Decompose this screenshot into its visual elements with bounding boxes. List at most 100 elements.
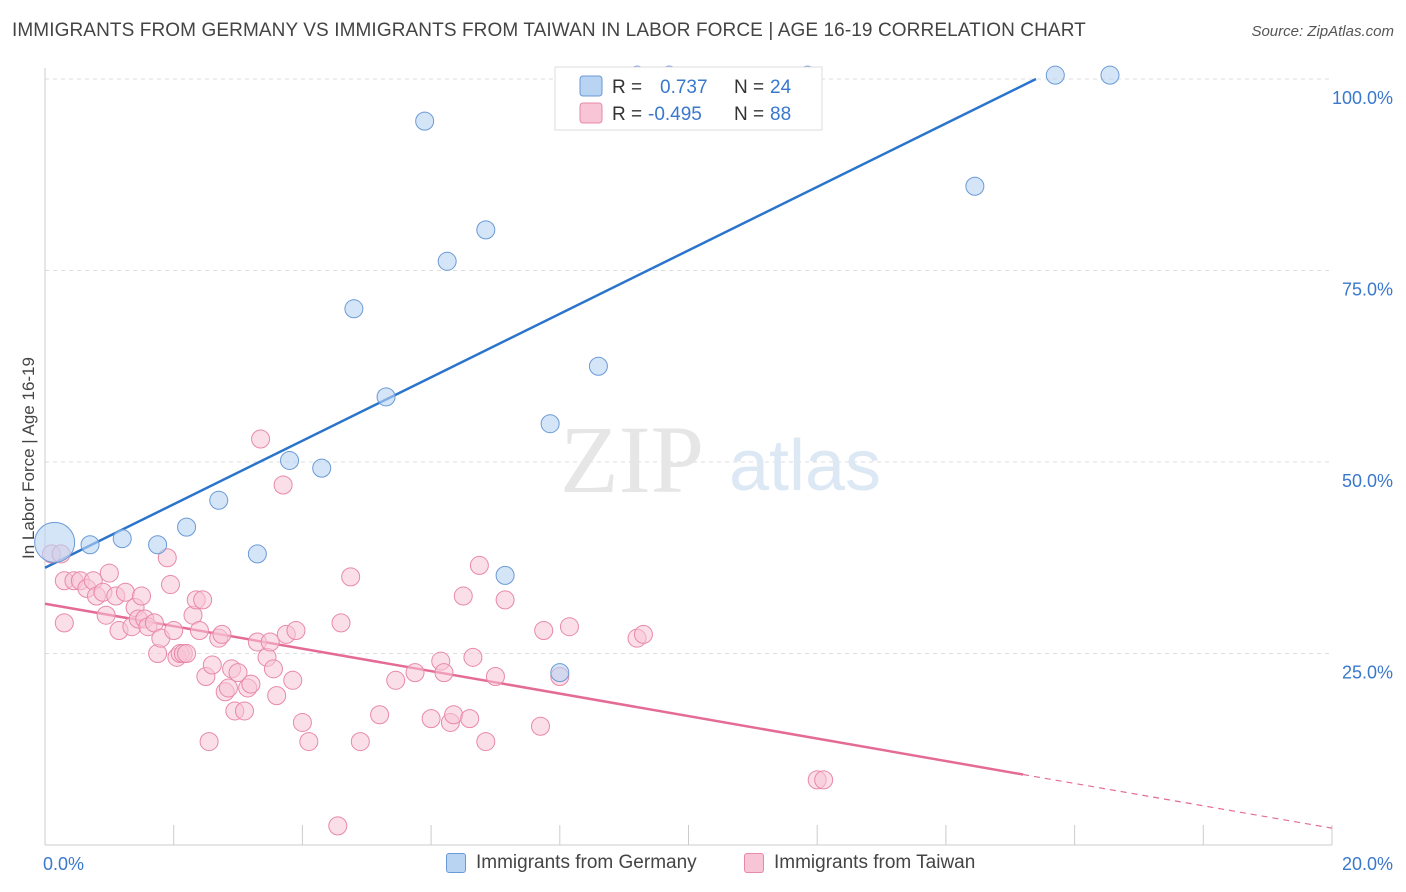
germany-point [177,517,197,537]
taiwan-point [228,663,248,683]
taiwan-point [283,670,303,690]
taiwan-point [202,655,222,675]
taiwan-point [460,709,480,729]
watermark-atlas: atlas [729,426,881,506]
taiwan-point [199,732,219,752]
germany-point [1100,65,1120,85]
taiwan-point [132,586,152,606]
taiwan-n-value: 88 [770,104,791,125]
x-tick-labels: 0.0% 20.0% [43,854,1393,874]
germany-point [344,299,364,319]
taiwan-point [99,563,119,583]
taiwan-point [386,670,406,690]
taiwan-point [96,605,116,625]
taiwan-r-label: R = [612,104,642,125]
germany-n-label: N = [734,77,764,98]
taiwan-swatch [579,102,603,124]
taiwan-point [633,624,653,644]
taiwan-point [370,705,390,725]
germany-point [495,565,515,585]
germany-point [476,220,496,240]
taiwan-r-value: -0.495 [648,104,702,125]
legend-label-germany: Immigrants from Germany [476,852,697,873]
taiwan-point [160,575,180,595]
germany-point [112,529,132,549]
y-tick-label: 25.0% [1342,663,1393,683]
taiwan-point [453,586,473,606]
y-tick-labels: 25.0% 50.0% 75.0% 100.0% [1332,88,1393,683]
germany-point [247,544,267,564]
taiwan-point [263,659,283,679]
legend-swatch-taiwan [744,853,764,873]
germany-n-value: 24 [770,77,792,98]
germany-trend-line [44,77,1037,569]
stats-legend: R = 0.737 N = 24 R = -0.495 N = 88 [554,66,823,131]
taiwan-point [157,548,177,568]
taiwan-point [241,674,261,694]
taiwan-point [463,647,483,667]
y-tick-label: 50.0% [1342,471,1393,491]
taiwan-point [267,686,287,706]
watermark-zip: ZIP [560,406,704,513]
legend-item-taiwan: Immigrants from Taiwan [744,852,975,874]
source-credit: Source: ZipAtlas.com [1251,23,1394,40]
zipatlas-watermark: ZIP atlas [560,406,881,513]
taiwan-point [485,666,505,686]
taiwan-point [341,567,361,587]
taiwan-point [260,632,280,652]
chart-title: IMMIGRANTS FROM GERMANY VS IMMIGRANTS FR… [12,20,1086,41]
y-tick-label: 75.0% [1342,280,1393,300]
germany-r-value: 0.737 [660,77,708,98]
germany-point [1045,65,1065,85]
taiwan-point [328,816,348,836]
germany-swatch [579,75,603,97]
taiwan-point [164,621,184,641]
taiwan-point [559,617,579,637]
taiwan-point [193,590,213,610]
taiwan-point [115,582,135,602]
germany-r-label: R = [612,77,642,98]
x-tick-label: 0.0% [43,854,84,874]
taiwan-point [234,701,254,721]
taiwan-point [177,644,197,663]
taiwan-point [530,716,550,736]
taiwan-trend-extension [1023,773,1333,829]
bottom-legend: Immigrants from Germany Immigrants from … [0,852,1406,878]
y-axis-label: In Labor Force | Age 16-19 [19,357,38,559]
taiwan-point [54,613,74,633]
germany-point [148,535,168,555]
taiwan-point [286,621,306,641]
germany-point [415,111,435,131]
germany-point [437,251,457,271]
taiwan-point [212,624,232,644]
germany-point [965,176,985,196]
taiwan-point [292,712,312,732]
germany-point [34,521,76,563]
axes [44,68,1333,846]
taiwan-point [299,732,319,752]
legend-item-germany: Immigrants from Germany [446,852,697,874]
y-tick-label: 100.0% [1332,88,1393,108]
taiwan-point [218,678,238,698]
germany-point [540,414,560,434]
germany-point [376,387,396,407]
taiwan-point [421,709,441,729]
taiwan-point [189,621,209,641]
taiwan-point [469,555,489,575]
taiwan-point [148,644,168,663]
legend-swatch-germany [446,853,466,873]
grid-lines [45,78,1332,654]
taiwan-point [495,590,515,610]
x-tick-label: 20.0% [1342,854,1393,874]
germany-point [550,663,570,683]
taiwan-point [534,621,554,641]
germany-point [280,450,300,470]
taiwan-n-label: N = [734,104,764,125]
germany-points [34,65,1120,683]
taiwan-point [434,663,454,683]
germany-point [80,535,100,555]
taiwan-point [814,770,834,790]
germany-point [209,490,229,510]
taiwan-point [350,732,370,752]
